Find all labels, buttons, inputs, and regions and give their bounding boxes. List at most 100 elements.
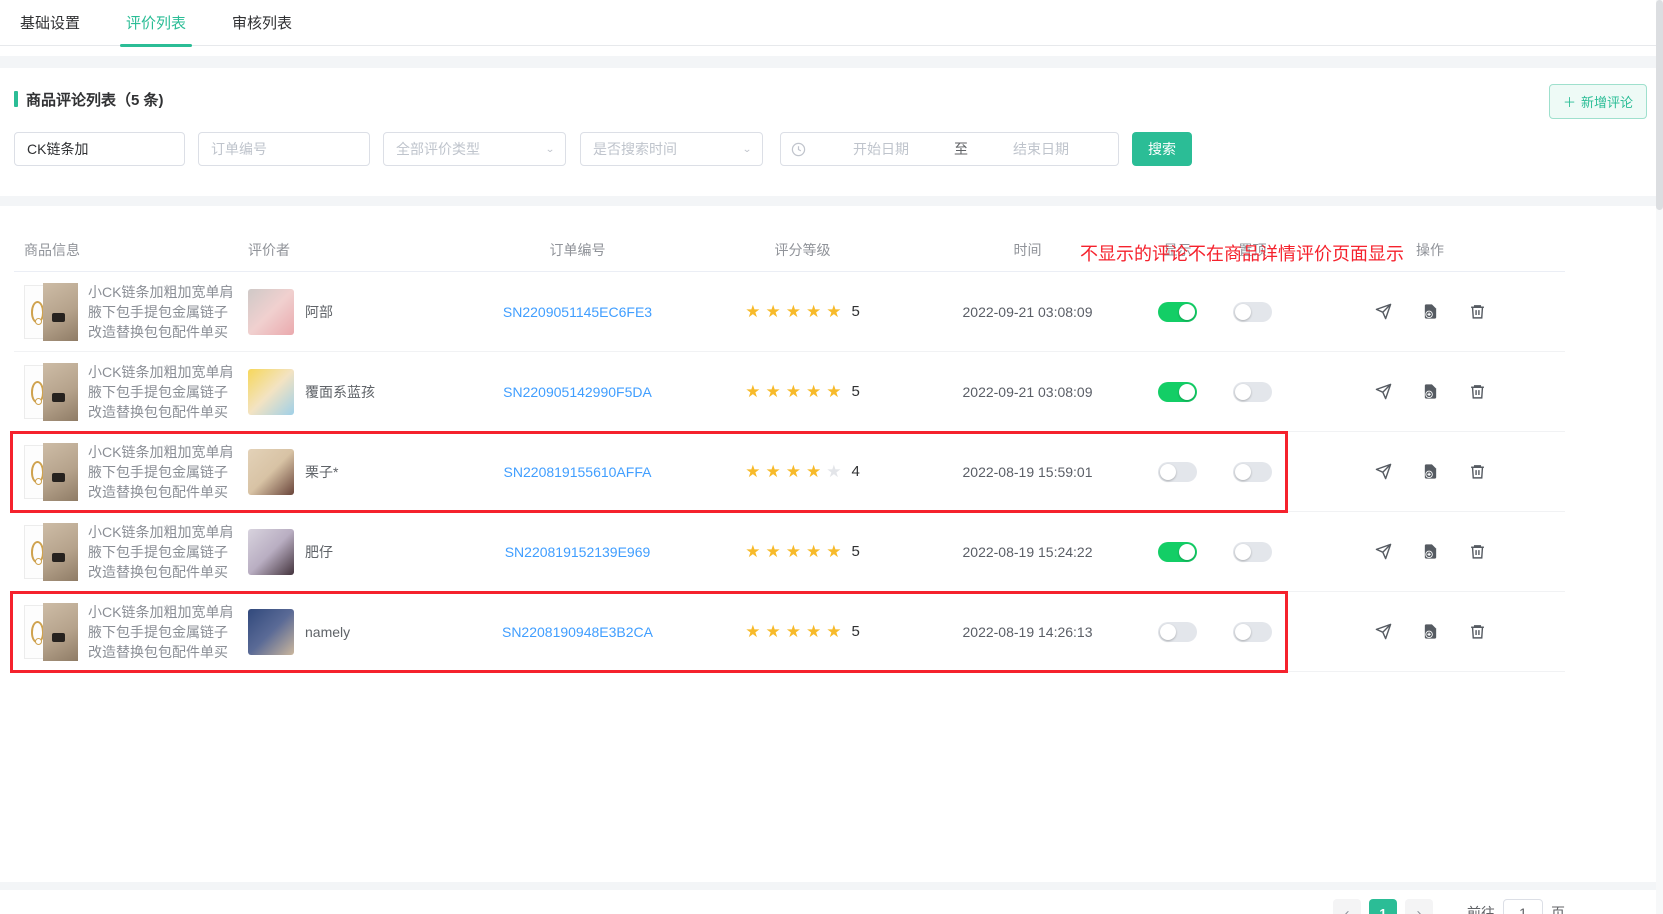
star-rating: ★ ★ ★ ★ ★ 5 — [745, 622, 860, 641]
bag-product-image — [43, 362, 78, 421]
review-type-placeholder: 全部评价类型 — [396, 141, 480, 157]
goto-page-input[interactable] — [1503, 899, 1543, 914]
keyword-input[interactable] — [14, 132, 185, 166]
bag-product-image — [43, 282, 78, 341]
send-reply-icon[interactable] — [1375, 543, 1392, 560]
show-toggle[interactable] — [1158, 541, 1197, 562]
column-header-rating: 评分等级 — [774, 241, 831, 258]
product-cell: 小CK链条加粗加宽单肩腋下包手提包金属链子改造替换包包配件单买 — [14, 602, 240, 662]
pin-top-toggle[interactable] — [1233, 461, 1272, 482]
pin-top-toggle[interactable] — [1233, 301, 1272, 322]
actions-cell — [1295, 543, 1565, 560]
delete-trash-icon[interactable] — [1469, 383, 1486, 400]
clock-icon — [791, 142, 806, 156]
search-button[interactable]: 搜索 — [1132, 132, 1192, 166]
table-body: 小CK链条加粗加宽单肩腋下包手提包金属链子改造替换包包配件单买 阿部 SN220… — [10, 272, 1565, 673]
scrollbar-thumb[interactable] — [1656, 0, 1663, 210]
delete-trash-icon[interactable] — [1469, 543, 1486, 560]
rating-value: 5 — [851, 383, 860, 400]
reviewer-cell: 肥仔 — [240, 528, 460, 575]
add-file-icon[interactable] — [1422, 303, 1439, 320]
delete-trash-icon[interactable] — [1469, 623, 1486, 640]
plus-icon: ＋ — [1562, 95, 1576, 110]
reviewer-cell: 阿部 — [240, 288, 460, 335]
column-header-time: 时间 — [1013, 241, 1042, 258]
order-number-link[interactable]: SN2209051145EC6FE3 — [502, 303, 653, 320]
search-time-select[interactable]: 是否搜索时间 ⌄ — [580, 132, 763, 166]
add-file-icon[interactable] — [1422, 543, 1439, 560]
table-row: 小CK链条加粗加宽单肩腋下包手提包金属链子改造替换包包配件单买 阿部 SN220… — [14, 272, 1565, 352]
title-accent-bar — [14, 91, 18, 107]
actions-cell — [1295, 303, 1565, 320]
bag-product-image — [43, 522, 78, 581]
show-toggle[interactable] — [1158, 301, 1197, 322]
search-time-placeholder: 是否搜索时间 — [593, 141, 677, 157]
actions-cell — [1295, 383, 1565, 400]
pin-top-toggle[interactable] — [1233, 541, 1272, 562]
pin-top-toggle[interactable] — [1233, 381, 1272, 402]
column-header-product: 商品信息 — [24, 241, 80, 258]
product-title: 小CK链条加粗加宽单肩腋下包手提包金属链子改造替换包包配件单买 — [88, 363, 234, 420]
page-title: 商品评论列表（5 条) — [26, 91, 164, 109]
reviewer-name: namely — [305, 623, 351, 640]
add-comment-button[interactable]: ＋ 新增评论 — [1548, 84, 1647, 119]
rating-value: 5 — [851, 543, 860, 560]
page-unit-label: 页 — [1551, 905, 1565, 914]
product-title: 小CK链条加粗加宽单肩腋下包手提包金属链子改造替换包包配件单买 — [88, 443, 234, 500]
review-type-select[interactable]: 全部评价类型 ⌄ — [383, 132, 566, 166]
order-number-link[interactable]: SN2208190948E3B2CA — [501, 623, 653, 640]
product-title: 小CK链条加粗加宽单肩腋下包手提包金属链子改造替换包包配件单买 — [88, 603, 234, 660]
table-row: 小CK链条加粗加宽单肩腋下包手提包金属链子改造替换包包配件单买 肥仔 SN220… — [14, 512, 1565, 592]
star-rating: ★ ★ ★ ★ ★ 5 — [745, 302, 860, 321]
add-file-icon[interactable] — [1422, 463, 1439, 480]
review-time: 2022-08-19 14:26:13 — [962, 623, 1093, 640]
review-time: 2022-08-19 15:59:01 — [962, 463, 1093, 480]
delete-trash-icon[interactable] — [1469, 303, 1486, 320]
product-cell: 小CK链条加粗加宽单肩腋下包手提包金属链子改造替换包包配件单买 — [14, 362, 240, 422]
date-range-picker[interactable]: 开始日期 至 结束日期 — [780, 132, 1119, 166]
send-reply-icon[interactable] — [1375, 463, 1392, 480]
spacer — [0, 46, 1663, 56]
product-title: 小CK链条加粗加宽单肩腋下包手提包金属链子改造替换包包配件单买 — [88, 283, 234, 340]
date-separator: 至 — [954, 141, 968, 157]
top-tab-bar: 基础设置 评价列表 审核列表 — [0, 0, 1663, 47]
send-reply-icon[interactable] — [1375, 303, 1392, 320]
column-header-reviewer: 评价者 — [248, 241, 290, 258]
product-cell: 小CK链条加粗加宽单肩腋下包手提包金属链子改造替换包包配件单买 — [14, 442, 240, 502]
prev-page-button[interactable]: ‹ — [1333, 899, 1361, 914]
bag-product-image — [43, 442, 78, 501]
send-reply-icon[interactable] — [1375, 383, 1392, 400]
show-toggle[interactable] — [1158, 381, 1197, 402]
tab-audit-list[interactable]: 审核列表 — [232, 15, 293, 32]
next-page-button[interactable]: › — [1405, 899, 1433, 914]
add-file-icon[interactable] — [1422, 623, 1439, 640]
product-title: 小CK链条加粗加宽单肩腋下包手提包金属链子改造替换包包配件单买 — [88, 523, 234, 580]
tab-basic-settings[interactable]: 基础设置 — [20, 15, 81, 32]
star-rating: ★ ★ ★ ★ ★ 4 — [745, 462, 860, 481]
table-row-red-highlighted: 小CK链条加粗加宽单肩腋下包手提包金属链子改造替换包包配件单买 栗子* SN22… — [10, 431, 1565, 513]
send-reply-icon[interactable] — [1375, 623, 1392, 640]
avatar — [248, 448, 294, 495]
tab-review-list[interactable]: 评价列表 — [120, 12, 193, 47]
product-cell: 小CK链条加粗加宽单肩腋下包手提包金属链子改造替换包包配件单买 — [14, 522, 240, 582]
order-number-link[interactable]: SN220819152139E969 — [504, 543, 651, 560]
pin-top-toggle[interactable] — [1233, 621, 1272, 642]
add-file-icon[interactable] — [1422, 383, 1439, 400]
order-number-link[interactable]: SN220819155610AFFA — [503, 463, 652, 480]
show-toggle[interactable] — [1158, 461, 1197, 482]
order-number-input[interactable] — [198, 132, 370, 166]
filter-panel: 商品评论列表（5 条) ＋ 新增评论 全部评价类型 ⌄ 是否搜索时间 ⌄ 开始日… — [0, 68, 1663, 196]
goto-label: 前往 — [1467, 905, 1495, 914]
start-date-placeholder[interactable]: 开始日期 — [853, 141, 909, 157]
avatar — [248, 608, 294, 655]
delete-trash-icon[interactable] — [1469, 463, 1486, 480]
scrollbar[interactable] — [1656, 0, 1663, 914]
order-number-link[interactable]: SN220905142990F5DA — [503, 383, 652, 400]
reviewer-name: 肥仔 — [305, 543, 333, 560]
table-row: 小CK链条加粗加宽单肩腋下包手提包金属链子改造替换包包配件单买 覆面系蓝孩 SN… — [14, 352, 1565, 432]
page-1-button[interactable]: 1 — [1369, 899, 1397, 914]
show-toggle[interactable] — [1158, 621, 1197, 642]
red-annotation-text: 不显示的评论不在商品详情评价页面显示 — [1080, 244, 1404, 264]
reviewer-name: 覆面系蓝孩 — [305, 383, 375, 400]
end-date-placeholder[interactable]: 结束日期 — [1013, 141, 1069, 157]
